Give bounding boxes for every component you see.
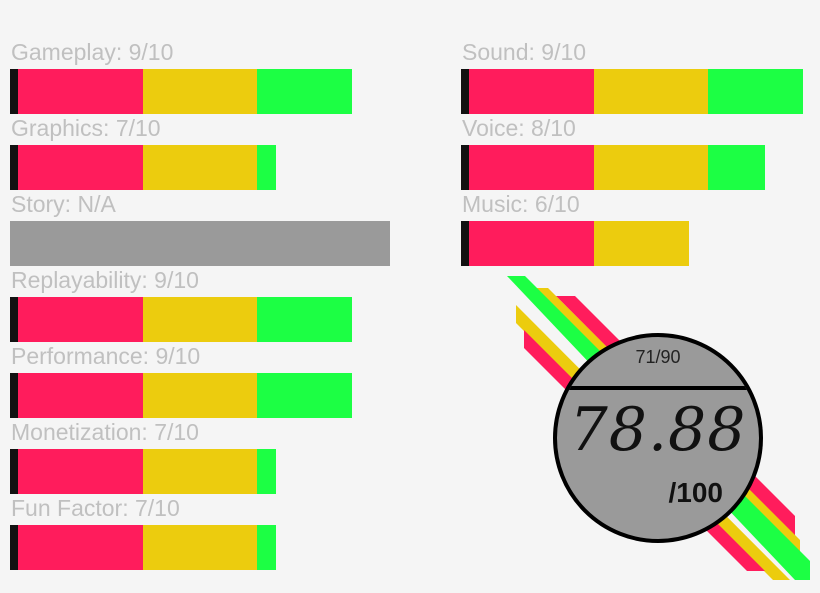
- bar-segment-green: [708, 145, 765, 190]
- bar-segment-red: [18, 297, 143, 342]
- overall-score-badge: 71/90 78.88 /100: [553, 333, 763, 543]
- bar-segment-red: [18, 373, 143, 418]
- bar-segment-yellow: [143, 449, 257, 494]
- rating-bar: [10, 525, 276, 570]
- bar-segment-red: [469, 69, 594, 114]
- rating-track: [10, 449, 390, 494]
- bar-segment-green: [257, 145, 276, 190]
- rating-track: [461, 221, 820, 266]
- rating-label: Gameplay: 9/10: [11, 39, 174, 65]
- rating-track: [10, 69, 390, 114]
- rating-track: [10, 297, 390, 342]
- rating-bar: [10, 297, 352, 342]
- bar-segment-red: [469, 145, 594, 190]
- bar-segment-yellow: [143, 373, 257, 418]
- rating-label: Performance: 9/10: [11, 343, 201, 369]
- bar-tip: [10, 373, 18, 418]
- bar-tip: [461, 145, 469, 190]
- bar-segment-yellow: [143, 145, 257, 190]
- rating-track: [10, 145, 390, 190]
- bar-segment-red: [18, 145, 143, 190]
- rating-bar: [10, 69, 352, 114]
- bar-segment-green: [257, 449, 276, 494]
- bar-segment-red: [18, 449, 143, 494]
- bar-segment-green: [257, 525, 276, 570]
- bar-segment-yellow: [143, 69, 257, 114]
- rating-label: Monetization: 7/10: [11, 419, 199, 445]
- bar-segment-yellow: [594, 69, 708, 114]
- rating-track: [461, 69, 820, 114]
- rating-bar: [461, 145, 765, 190]
- bar-tip: [10, 449, 18, 494]
- rating-label: Voice: 8/10: [462, 115, 576, 141]
- bar-segment-yellow: [594, 145, 708, 190]
- score-max-text: /100: [668, 477, 724, 508]
- bar-segment-green: [257, 373, 352, 418]
- bar-segment-yellow: [143, 525, 257, 570]
- rating-label: Graphics: 7/10: [11, 115, 161, 141]
- rating-bar: [10, 373, 352, 418]
- score-divider: [557, 386, 759, 390]
- rating-label: Fun Factor: 7/10: [11, 495, 180, 521]
- rating-track: [10, 373, 390, 418]
- bar-segment-red: [469, 221, 594, 266]
- rating-label: Story: N/A: [11, 191, 116, 217]
- rating-label: Music: 6/10: [462, 191, 580, 217]
- bar-segment-green: [708, 69, 803, 114]
- rating-bar: [10, 145, 276, 190]
- bar-segment-yellow: [143, 297, 257, 342]
- score-circle: 71/90 78.88 /100: [553, 333, 763, 543]
- rating-track: [10, 221, 390, 266]
- bar-tip: [10, 145, 18, 190]
- rating-label: Replayability: 9/10: [11, 267, 199, 293]
- raw-score-text: 71/90: [635, 347, 681, 367]
- rating-label: Sound: 9/10: [462, 39, 587, 65]
- bar-tip: [10, 297, 18, 342]
- bar-segment-red: [18, 525, 143, 570]
- rating-bar: [10, 449, 276, 494]
- bar-segment-green: [257, 297, 352, 342]
- bar-segment-green: [257, 69, 352, 114]
- bar-tip: [461, 69, 469, 114]
- bar-tip: [10, 525, 18, 570]
- rating-bar-not-applicable: [10, 221, 390, 266]
- bar-tip: [10, 69, 18, 114]
- rating-bar: [461, 221, 689, 266]
- bar-segment-yellow: [594, 221, 689, 266]
- bar-segment-red: [18, 69, 143, 114]
- rating-track: [10, 525, 390, 570]
- rating-track: [461, 145, 820, 190]
- rating-bar: [461, 69, 803, 114]
- bar-tip: [461, 221, 469, 266]
- final-score-text: 78.88: [569, 395, 747, 465]
